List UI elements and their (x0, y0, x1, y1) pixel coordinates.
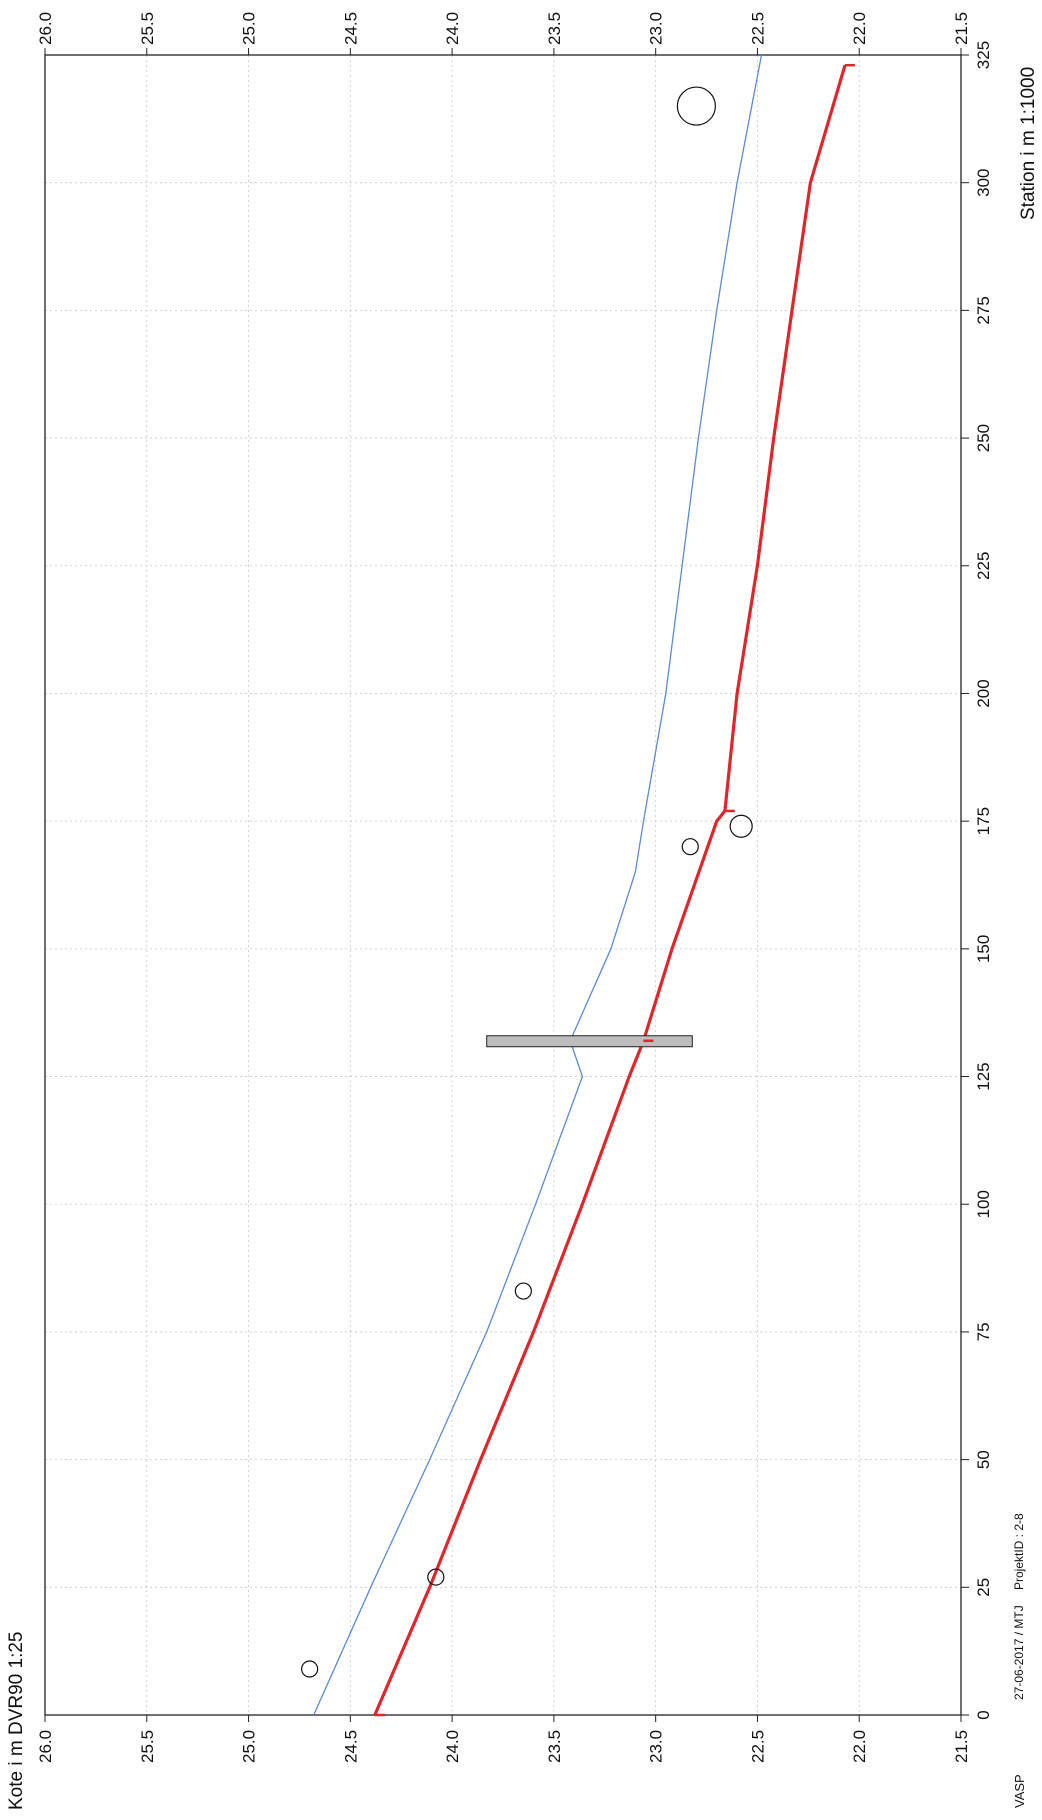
tick-label-elevation-top: 24.0 (443, 12, 462, 45)
tick-label-elevation-top: 22.5 (748, 12, 767, 45)
tick-label-elevation-bottom: 25.5 (138, 1730, 157, 1763)
y-axis-label: Kote i m DVR90 1:25 (6, 1631, 27, 1810)
tick-label-elevation-top: 23.0 (647, 12, 666, 45)
tick-label-station: 25 (974, 1578, 993, 1597)
point-marker (681, 838, 699, 856)
tick-label-elevation-top: 24.5 (341, 12, 360, 45)
tick-label-elevation-bottom: 22.0 (850, 1730, 869, 1763)
point-marker (301, 1660, 319, 1678)
tick-label-elevation-bottom: 26.0 (36, 1730, 55, 1763)
tick-label-elevation-bottom: 24.5 (341, 1730, 360, 1763)
plot-frame (44, 54, 962, 1716)
tick-label-station: 75 (974, 1322, 993, 1341)
tick-label-elevation-top: 21.5 (952, 12, 971, 45)
tick-label-station: 325 (974, 41, 993, 69)
tick-label-station: 200 (974, 679, 993, 707)
tick-label-elevation-top: 22.0 (850, 12, 869, 45)
tick-label-elevation-bottom: 25.0 (240, 1730, 259, 1763)
manhole-rect (486, 1035, 693, 1048)
x-axis-label: Station i m 1:1000 (1018, 66, 1039, 220)
tick-label-station: 300 (974, 169, 993, 197)
tick-label-elevation-top: 26.0 (36, 12, 55, 45)
pipe-invert-line (373, 64, 847, 1716)
tick-label-elevation-bottom: 23.5 (545, 1730, 564, 1763)
point-marker (514, 1282, 532, 1300)
tick-label-station: 250 (974, 424, 993, 452)
tick-label-station: 225 (974, 552, 993, 580)
point-marker (676, 86, 716, 126)
tick-label-elevation-bottom: 23.0 (647, 1730, 666, 1763)
point-marker (427, 1568, 445, 1586)
point-marker (729, 814, 753, 838)
tick-label-elevation-top: 25.0 (240, 12, 259, 45)
tick-label-station: 175 (974, 807, 993, 835)
footer-project: ProjektID : 2-8 (1012, 1513, 1026, 1590)
tick-label-elevation-bottom: 22.5 (748, 1730, 767, 1763)
tick-label-station: 275 (974, 296, 993, 324)
grid-lines (44, 54, 962, 1716)
tick-marks (44, 48, 969, 1722)
tick-label-station: 100 (974, 1190, 993, 1218)
tick-label-elevation-bottom: 21.5 (952, 1730, 971, 1763)
tick-label-elevation-bottom: 24.0 (443, 1730, 462, 1763)
footer-brand: VASP (1012, 1774, 1027, 1808)
tick-label-station: 0 (974, 1710, 993, 1719)
tick-label-elevation-top: 23.5 (545, 12, 564, 45)
tick-label-station: 50 (974, 1450, 993, 1469)
tick-label-elevation-top: 25.5 (138, 12, 157, 45)
footer-date: 27-06-2017 / MTJ (1012, 1605, 1026, 1700)
tick-label-station: 150 (974, 935, 993, 963)
terrain-line (313, 54, 763, 1716)
tick-label-station: 125 (974, 1062, 993, 1090)
